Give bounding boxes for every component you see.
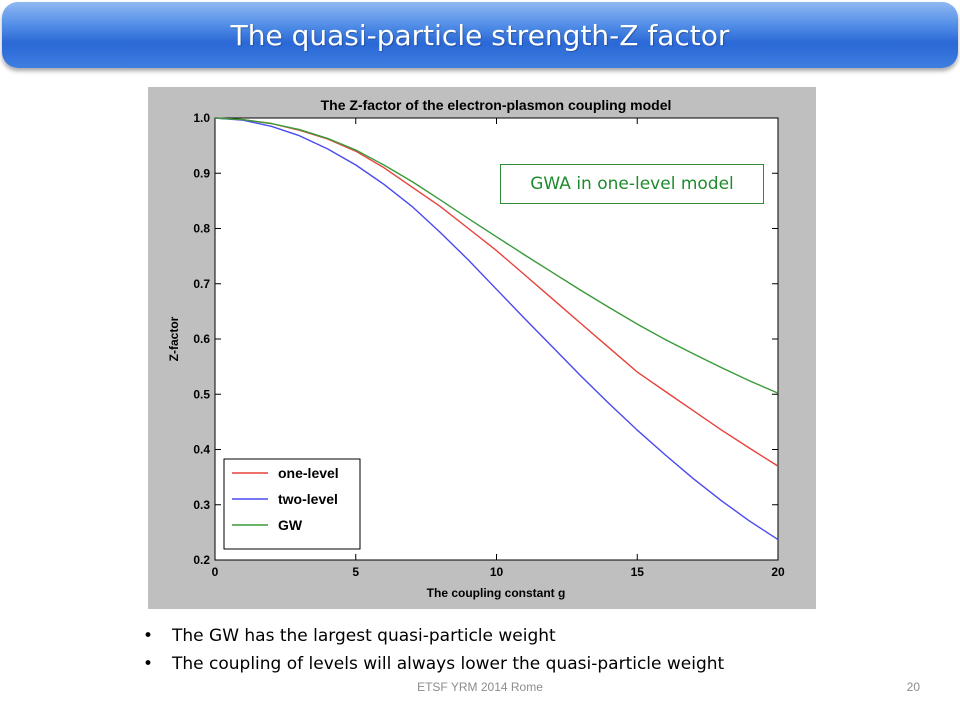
x-tick-label: 0 [212,565,219,579]
series-line-gw [214,117,779,394]
y-tick-label: 1.0 [193,111,210,125]
y-tick-label: 0.9 [193,166,210,180]
gwa-annotation-box: GWA in one-level model [500,164,764,204]
bullet-list: • The GW has the largest quasi-particle w… [140,622,724,678]
y-tick-label: 0.8 [193,222,210,236]
legend-label: one-level [278,465,339,481]
y-tick-label: 0.2 [193,553,210,567]
y-tick-label: 0.7 [193,277,210,291]
y-tick-label: 0.6 [193,332,210,346]
bullet-item: • The coupling of levels will always lowe… [140,650,724,678]
bullet-item: • The GW has the largest quasi-particle w… [140,622,724,650]
y-tick-label: 0.5 [193,387,210,401]
series-line-two-level [214,117,779,541]
bullet-dot-icon: • [143,654,154,674]
legend-label: GW [278,517,303,533]
legend-label: two-level [278,491,338,507]
x-tick-label: 10 [490,565,504,579]
series-lines [214,117,779,541]
x-tick-label: 15 [631,565,645,579]
x-tick-label: 5 [352,565,359,579]
y-axis-label: Z-factor [167,316,181,361]
axis-ticks: 0 5 10 15 20 0.2 0.3 0.4 0.5 0.6 0.7 0.8 0.9 1.0 [193,111,785,579]
legend-box [223,458,361,550]
chart-title: The Z-factor of the electron-plasmon cou… [321,97,672,113]
y-tick-label: 0.3 [193,498,210,512]
bullet-text: The GW has the largest quasi-particle we… [172,626,556,646]
x-tick-label: 20 [771,565,785,579]
slide-title: The quasi-particle strength-Z factor [230,18,730,52]
bullet-text: The coupling of levels will always lower… [172,654,725,674]
bullet-dot-icon: • [143,626,154,646]
x-axis-label: The coupling constant g [427,586,566,600]
y-tick-label: 0.4 [193,443,210,457]
page-number: 20 [906,680,920,694]
title-bar: The quasi-particle strength-Z factor [2,2,958,68]
legend: one-level two-level GW [223,458,361,550]
footer-text: ETSF YRM 2014 Rome [417,680,543,694]
